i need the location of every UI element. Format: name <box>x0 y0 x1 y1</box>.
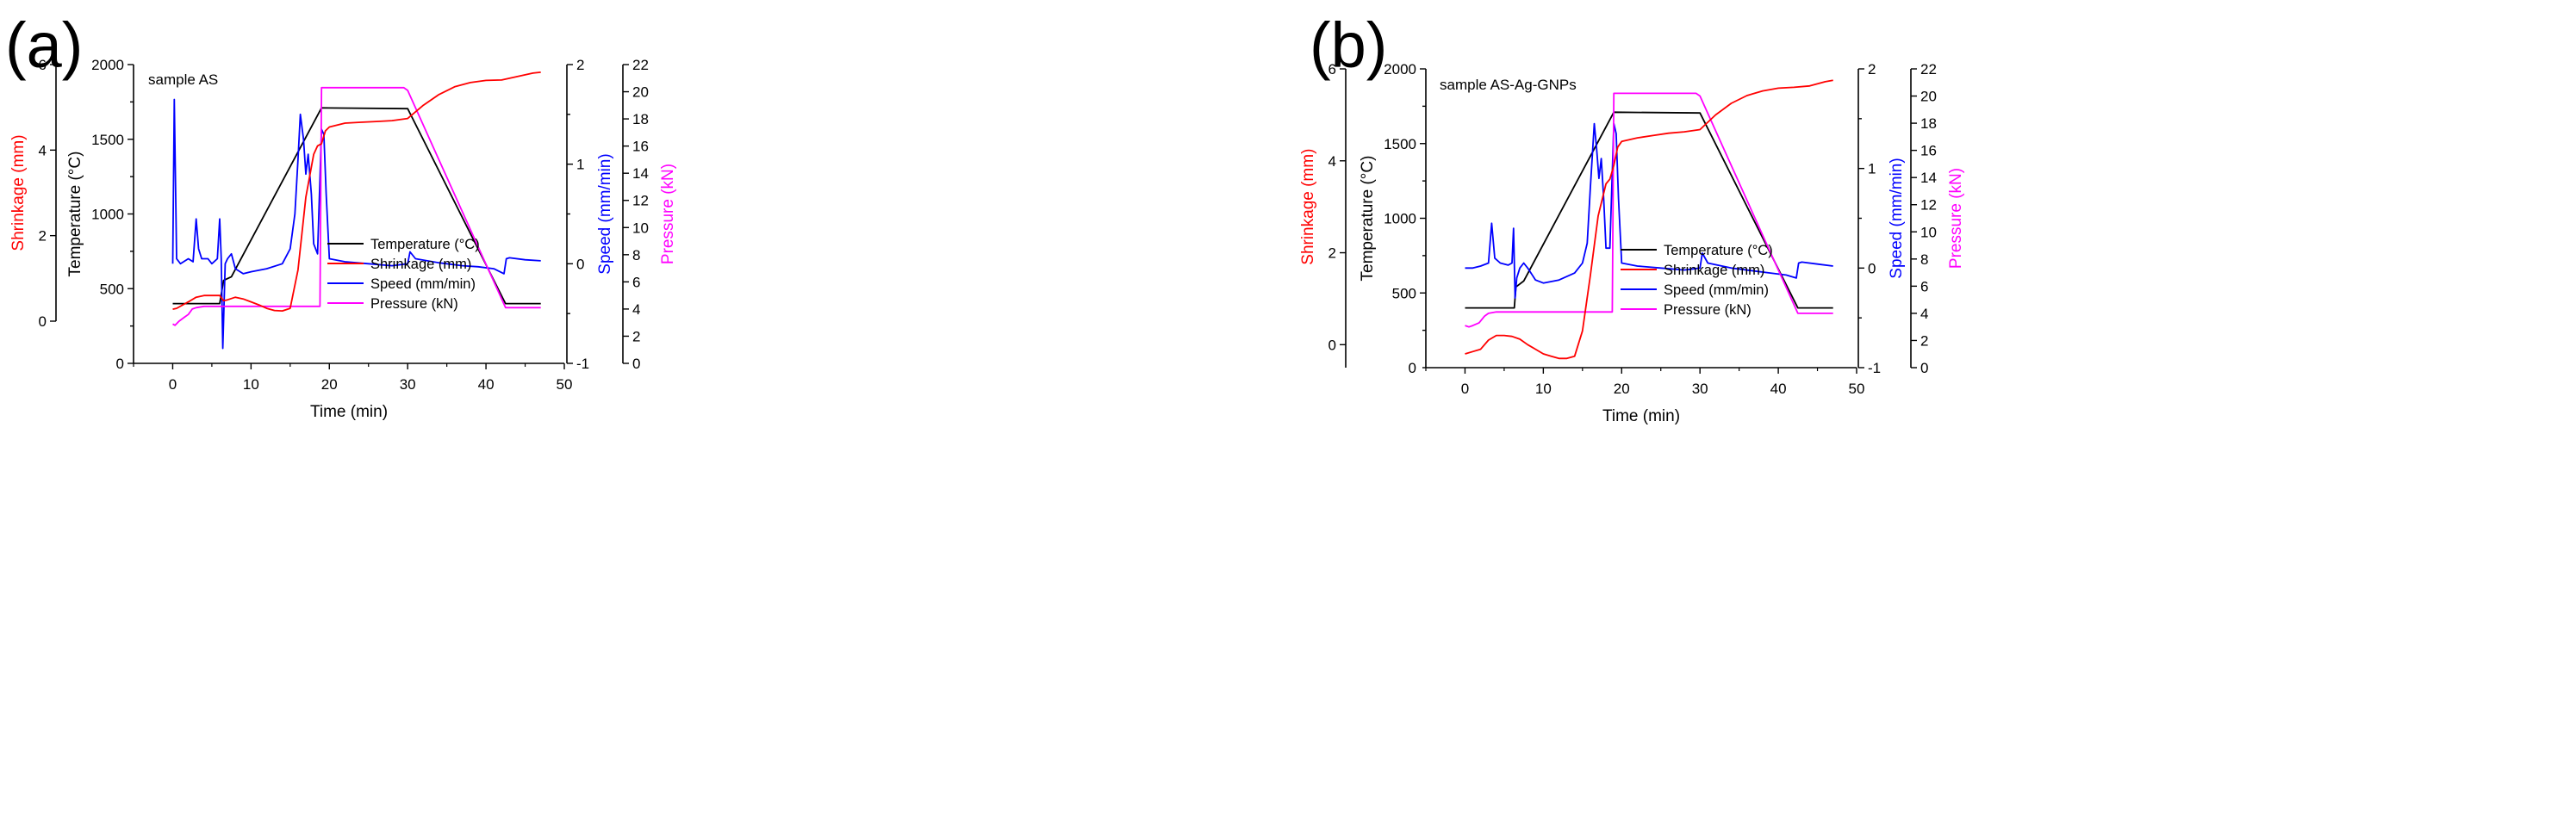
speed-tick-label: -1 <box>1868 360 1881 376</box>
speed-series-line <box>1465 122 1833 299</box>
legend-entry: Shrinkage (mm) <box>370 257 471 272</box>
temperature-tick-label: 0 <box>116 356 124 372</box>
pressure-tick-label: 10 <box>632 220 649 236</box>
sample-annotation: sample AS-Ag-GNPs <box>1440 77 1577 93</box>
x-tick-label: 50 <box>557 376 573 393</box>
x-axis-label: Time (min) <box>1602 407 1680 425</box>
shrinkage-axis-label: Shrinkage (mm) <box>1299 149 1317 265</box>
x-tick-label: 40 <box>1770 381 1787 397</box>
pressure-tick-label: 14 <box>632 165 649 182</box>
x-tick-label: 20 <box>1614 381 1630 397</box>
shrinkage-series-line <box>1465 79 1833 360</box>
speed-tick-label: 0 <box>576 256 584 272</box>
shrinkage-tick-label: 2 <box>1328 245 1336 262</box>
pressure-tick-label: 0 <box>632 356 640 372</box>
temperature-tick-label: 1000 <box>91 207 124 223</box>
x-tick-label: 40 <box>478 376 495 393</box>
speed-axis-label: Speed (mm/min) <box>1888 158 1906 278</box>
speed-tick-label: 2 <box>576 57 584 73</box>
shrinkage-axis-label: Shrinkage (mm) <box>9 134 28 251</box>
speed-tick-label: 1 <box>576 157 584 173</box>
pressure-tick-label: 18 <box>632 111 649 127</box>
x-tick-label: 30 <box>1692 381 1708 397</box>
shrinkage-tick-label: 2 <box>39 228 47 245</box>
pressure-axis-label: Pressure (kN) <box>659 164 677 264</box>
pressure-tick-label: 20 <box>632 84 649 101</box>
shrinkage-tick-label: 6 <box>1328 61 1336 77</box>
temperature-tick-label: 1000 <box>1384 211 1416 227</box>
pressure-tick-label: 8 <box>632 247 640 263</box>
speed-tick-label: 2 <box>1868 61 1876 77</box>
pressure-tick-label: 12 <box>632 193 649 209</box>
shrinkage-tick-label: 4 <box>39 142 47 158</box>
pressure-tick-label: 20 <box>1920 89 1937 105</box>
x-tick-label: 10 <box>243 376 259 393</box>
temperature-tick-label: 1500 <box>1384 136 1416 152</box>
shrinkage-tick-label: 0 <box>39 313 47 330</box>
shrinkage-tick-label: 4 <box>1328 153 1336 170</box>
speed-axis-label: Speed (mm/min) <box>596 153 614 274</box>
x-tick-label: 20 <box>321 376 338 393</box>
shrinkage-series-line <box>172 71 541 312</box>
temperature-tick-label: 1500 <box>91 132 124 148</box>
pressure-tick-label: 6 <box>1920 278 1928 294</box>
x-tick-label: 50 <box>1849 381 1865 397</box>
pressure-series-line <box>172 86 541 326</box>
legend-entry: Temperature (°C) <box>1664 243 1773 258</box>
x-tick-label: 10 <box>1535 381 1552 397</box>
x-tick-label: 0 <box>169 376 177 393</box>
pressure-series-line <box>1465 92 1833 328</box>
x-axis-label: Time (min) <box>310 403 388 421</box>
legend-entry: Speed (mm/min) <box>1664 282 1769 298</box>
pressure-tick-label: 2 <box>1920 332 1928 349</box>
pressure-tick-label: 6 <box>632 274 640 290</box>
speed-tick-label: 1 <box>1868 161 1876 177</box>
speed-tick-label: -1 <box>576 356 589 372</box>
pressure-tick-label: 16 <box>1920 143 1937 159</box>
speed-tick-label: 0 <box>1868 260 1876 276</box>
legend: Temperature (°C) Shrinkage (mm) Speed (mm/… <box>1621 243 1773 318</box>
pressure-tick-label: 14 <box>1920 170 1937 186</box>
legend-entry: Temperature (°C) <box>370 237 480 252</box>
temperature-series-line <box>1465 111 1833 309</box>
pressure-tick-label: 18 <box>1920 115 1937 132</box>
temperature-series-line <box>172 107 541 305</box>
shrinkage-tick-label: 0 <box>1328 337 1336 353</box>
legend-entry: Pressure (kN) <box>370 296 458 312</box>
panel-label-b: (b) <box>1310 9 1388 81</box>
temperature-axis-label: Temperature (°C) <box>66 152 84 277</box>
legend-entry: Shrinkage (mm) <box>1664 263 1764 278</box>
pressure-tick-label: 22 <box>1920 61 1937 77</box>
pressure-tick-label: 10 <box>1920 224 1937 240</box>
pressure-tick-label: 2 <box>632 328 640 344</box>
x-tick-label: 30 <box>400 376 416 393</box>
temperature-tick-label: 2000 <box>1384 61 1416 77</box>
pressure-tick-label: 0 <box>1920 360 1928 376</box>
sample-annotation: sample AS <box>148 71 218 88</box>
legend-entry: Pressure (kN) <box>1664 302 1752 318</box>
speed-series-line <box>171 98 541 350</box>
x-tick-label: 0 <box>1461 381 1469 397</box>
temperature-tick-label: 2000 <box>91 57 124 73</box>
pressure-tick-label: 22 <box>632 57 649 73</box>
pressure-tick-label: 8 <box>1920 251 1928 268</box>
pressure-tick-label: 4 <box>1920 306 1928 322</box>
shrinkage-tick-label: 6 <box>39 57 47 73</box>
temperature-tick-label: 500 <box>1392 285 1416 301</box>
pressure-tick-label: 12 <box>1920 197 1937 214</box>
pressure-axis-label: Pressure (kN) <box>1947 168 1965 269</box>
temperature-tick-label: 0 <box>1409 360 1416 376</box>
legend-entry: Speed (mm/min) <box>370 276 476 292</box>
temperature-axis-label: Temperature (°C) <box>1359 156 1377 282</box>
panel-label-a: (a) <box>5 9 84 81</box>
legend: Temperature (°C) Shrinkage (mm) Speed (mm/… <box>327 237 480 312</box>
pressure-tick-label: 16 <box>632 139 649 155</box>
pressure-tick-label: 4 <box>632 301 640 318</box>
temperature-tick-label: 500 <box>100 281 124 297</box>
